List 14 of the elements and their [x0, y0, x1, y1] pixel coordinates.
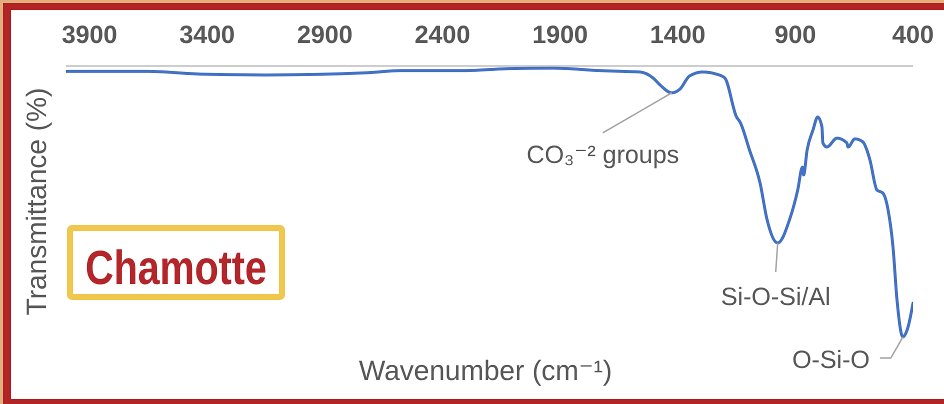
- x-tick-label: 3900: [62, 21, 118, 49]
- annotation: O-Si-O: [792, 346, 870, 374]
- x-tick-label: 1900: [532, 21, 588, 49]
- x-tick-label: 400: [892, 21, 934, 49]
- annotation: CO₃⁻² groups: [526, 140, 680, 169]
- x-tick-label: 2400: [414, 21, 470, 49]
- x-tick-label: 2900: [296, 21, 353, 49]
- annotation: Si-O-Si/Al: [720, 282, 831, 311]
- x-tick-label: 1400: [650, 21, 706, 49]
- x-tick-label: 900: [774, 21, 816, 49]
- y-axis-title: Transmittance (%): [20, 88, 52, 316]
- annotation: Chamotte: [85, 241, 267, 295]
- x-axis-title: Wavenumber (cm⁻¹): [358, 355, 612, 386]
- x-tick-label: 3400: [179, 21, 235, 49]
